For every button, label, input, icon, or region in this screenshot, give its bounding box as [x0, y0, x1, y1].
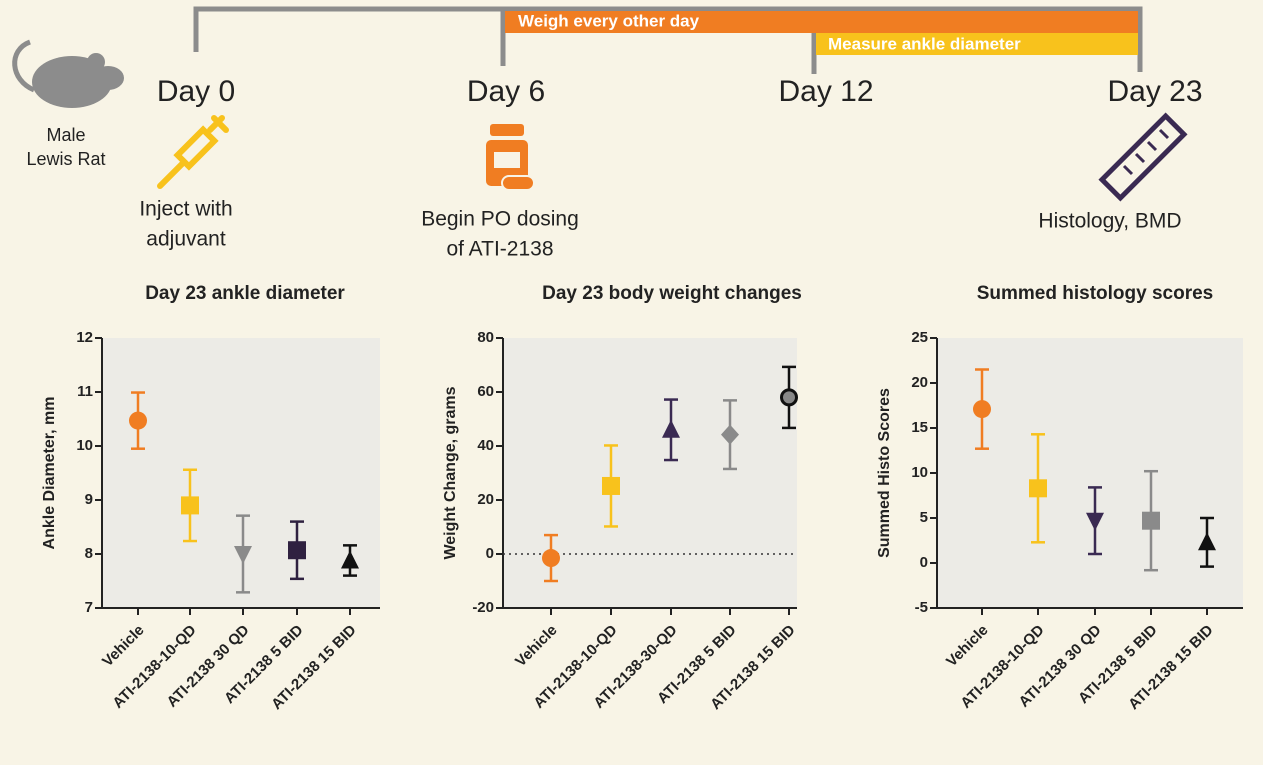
y-tick-label: 20: [911, 374, 928, 391]
weigh-bar: [505, 11, 1138, 33]
y-tick-label: 25: [911, 329, 928, 346]
marker: [288, 541, 306, 560]
event-label: Inject with: [139, 198, 232, 221]
marker: [780, 388, 798, 407]
marker: [973, 400, 991, 419]
y-tick-label: -5: [915, 599, 928, 616]
bar-label: Weigh every other day: [518, 11, 700, 30]
y-tick-label: 7: [85, 599, 93, 616]
event-label: Begin PO dosing: [421, 208, 579, 231]
y-tick-label: 10: [911, 464, 928, 481]
chart-title: Day 23 body weight changes: [542, 283, 802, 304]
ruler-icon: [1098, 112, 1188, 202]
day-label: Day 23: [1107, 75, 1202, 108]
plot-area: [503, 338, 797, 608]
y-tick-label: 8: [85, 545, 93, 562]
y-tick-label: 80: [477, 329, 494, 346]
y-tick-label: 60: [477, 383, 494, 400]
event-label: Histology, BMD: [1038, 210, 1181, 233]
y-tick-label: 20: [477, 491, 494, 508]
marker: [721, 424, 739, 445]
subject-label: Lewis Rat: [26, 149, 105, 169]
event-label: of ATI-2138: [446, 238, 553, 261]
pill-icon: [486, 124, 535, 191]
y-tick-label: 15: [911, 419, 928, 436]
y-tick-label: 40: [477, 437, 494, 454]
plot-area: [102, 338, 380, 608]
y-tick-label: 12: [76, 329, 93, 346]
marker: [602, 476, 620, 495]
marker: [542, 549, 560, 568]
subject-label: Male: [46, 125, 85, 145]
y-tick-label: 9: [85, 491, 93, 508]
bar-label: Measure ankle diameter: [828, 34, 1021, 53]
chart-title: Summed histology scores: [977, 283, 1214, 304]
y-tick-label: 5: [920, 509, 928, 526]
rat-icon: [12, 39, 124, 108]
y-tick-label: 0: [486, 545, 494, 562]
syringe-icon: [157, 115, 229, 189]
marker: [129, 411, 147, 430]
y-tick-label: 10: [76, 437, 93, 454]
y-axis-label: Summed Histo Scores: [876, 388, 893, 558]
plot-area: [937, 338, 1243, 608]
y-tick-label: 0: [920, 554, 928, 571]
marker: [1086, 512, 1104, 531]
y-tick-label: 11: [77, 383, 93, 400]
y-tick-label: -20: [472, 599, 494, 616]
marker: [1198, 532, 1216, 551]
marker: [1142, 511, 1160, 530]
event-label: adjuvant: [146, 228, 226, 251]
marker: [234, 546, 252, 564]
marker: [341, 550, 359, 569]
day-label: Day 0: [157, 75, 235, 108]
chart-title: Day 23 ankle diameter: [145, 283, 345, 304]
marker: [662, 419, 680, 438]
marker: [1029, 479, 1047, 498]
day-label: Day 12: [778, 75, 873, 108]
day-label: Day 6: [467, 75, 545, 108]
y-axis-label: Weight Change, grams: [442, 386, 459, 559]
measure-bar: [816, 33, 1138, 55]
marker: [181, 496, 199, 515]
y-axis-label: Ankle Diameter, mm: [41, 397, 58, 550]
